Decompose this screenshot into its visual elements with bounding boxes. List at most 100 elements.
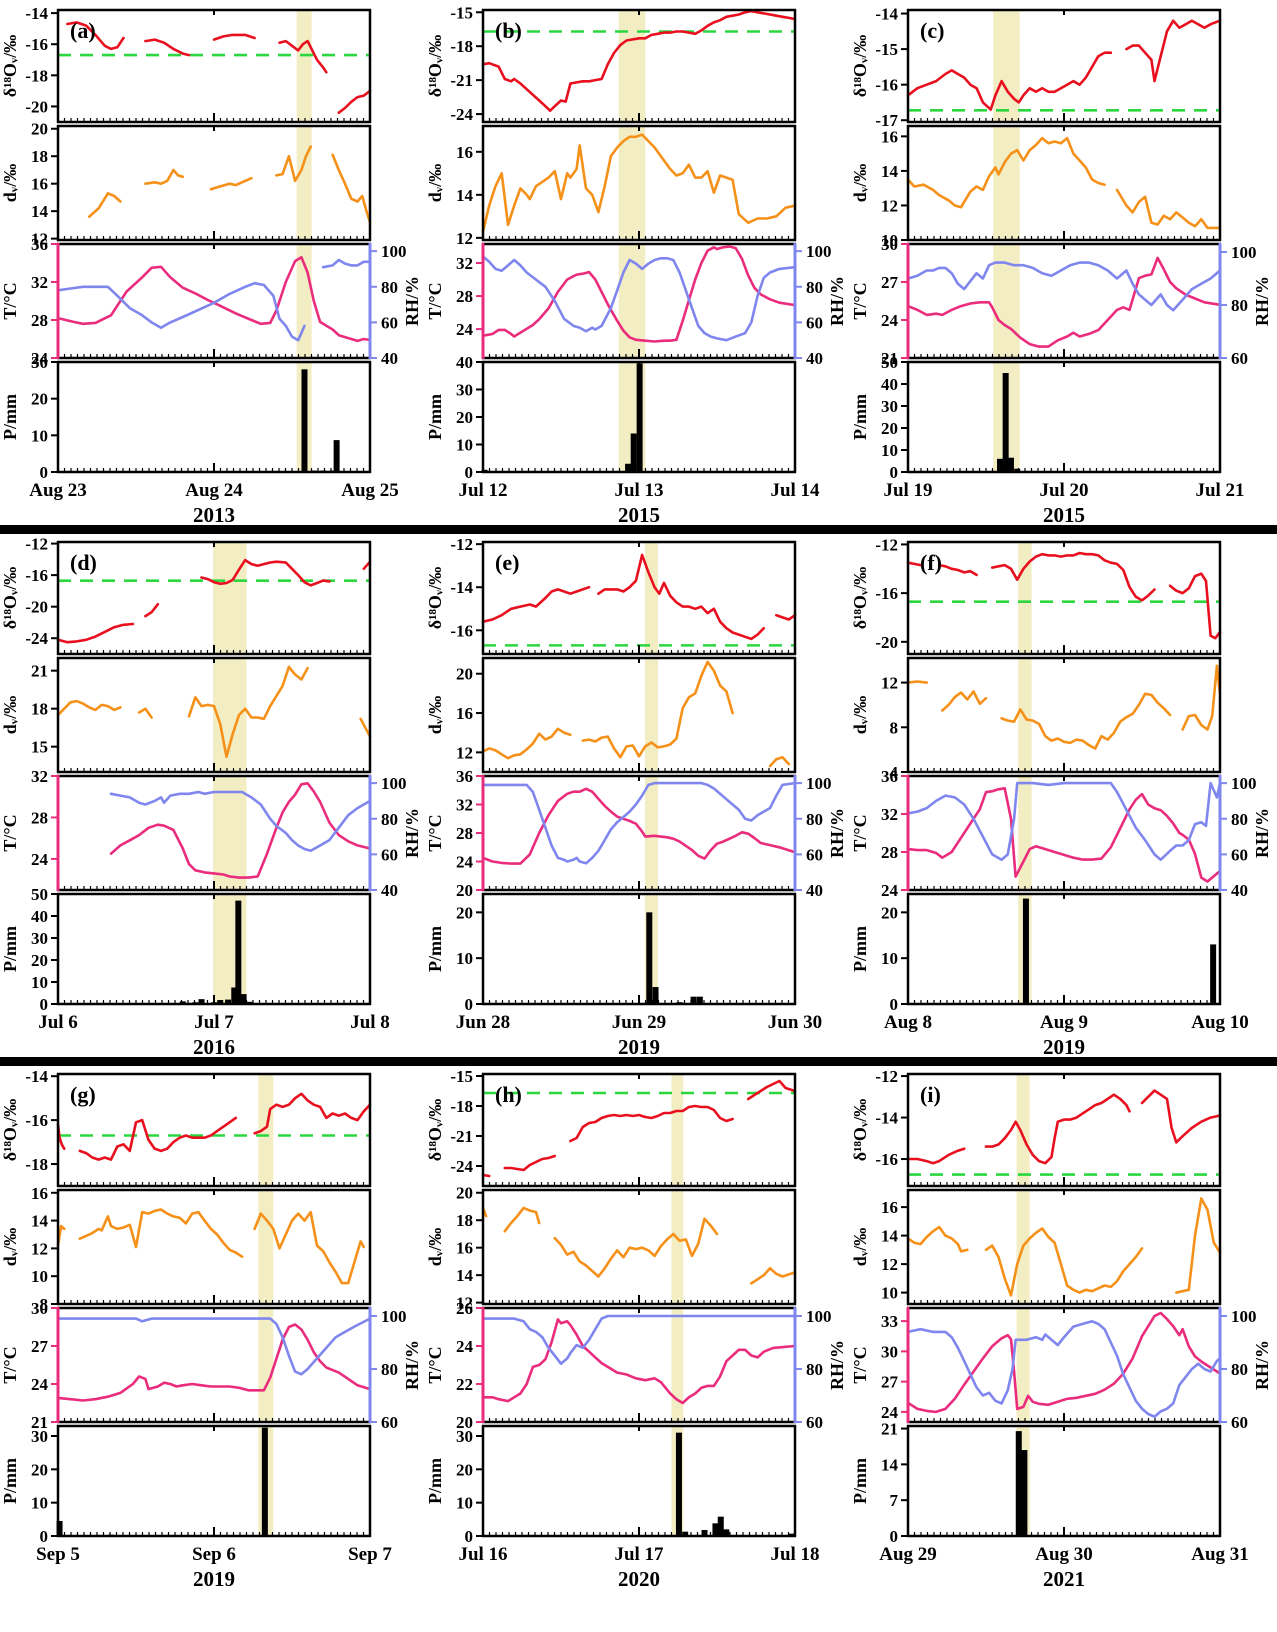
x-tick-date: Jun 30 bbox=[768, 1012, 822, 1033]
precip-bar bbox=[997, 458, 1004, 472]
tick-label: 21 bbox=[31, 662, 48, 681]
x-tick-date: Aug 31 bbox=[1191, 1544, 1249, 1565]
event-band bbox=[1018, 776, 1032, 890]
precip-bar bbox=[231, 987, 238, 1004]
y-axis-label-d18o: δ¹⁸Oᵥ/‰ bbox=[0, 35, 20, 98]
tick-label: 40 bbox=[806, 881, 823, 900]
dv-line bbox=[1115, 188, 1222, 230]
panel-letter: (a) bbox=[70, 18, 96, 43]
y-axis-label-t: T/°C bbox=[425, 814, 445, 851]
tick-label: 80 bbox=[806, 278, 823, 297]
temperature-line bbox=[906, 787, 1222, 883]
precip-bar bbox=[682, 1531, 689, 1536]
tick-label: 30 bbox=[31, 1299, 48, 1318]
event-band bbox=[1016, 1074, 1030, 1186]
x-tick-date: Jul 16 bbox=[458, 1544, 507, 1565]
tick-label: 16 bbox=[31, 175, 48, 194]
humidity-line bbox=[906, 261, 1222, 312]
event-band bbox=[618, 126, 646, 240]
tick-label: 100 bbox=[381, 774, 407, 793]
d18o-line bbox=[212, 33, 256, 41]
temperature-line bbox=[906, 1311, 1222, 1414]
tick-label: -20 bbox=[25, 598, 48, 617]
d18o-line bbox=[937, 563, 978, 577]
dv-line bbox=[275, 145, 313, 183]
tick-label: 100 bbox=[806, 242, 832, 261]
dv-line bbox=[749, 1267, 797, 1285]
precip-bar bbox=[630, 433, 637, 472]
panel-letter: (g) bbox=[70, 1082, 96, 1107]
tick-label: 36 bbox=[31, 235, 48, 254]
tick-label: 0 bbox=[40, 1527, 49, 1546]
tick-label: 16 bbox=[456, 704, 473, 723]
panel-group-h: -15 -18 -21 -24 δ¹⁸Oᵥ/‰ (h) 12 14 16 18 20 dᵥ/‰ 20 22… bbox=[425, 1067, 847, 1589]
tick-label: 60 bbox=[806, 313, 823, 332]
y-axis-label-p: P/mm bbox=[425, 394, 445, 440]
tick-label: -16 bbox=[875, 76, 898, 95]
tick-label: -18 bbox=[25, 1155, 48, 1174]
event-band bbox=[296, 126, 312, 240]
tick-label: -21 bbox=[450, 71, 473, 90]
tick-label: 14 bbox=[31, 1212, 49, 1231]
tick-label: 100 bbox=[1231, 774, 1257, 793]
tick-label: -16 bbox=[450, 621, 473, 640]
y-axis-label-dv: dᵥ/‰ bbox=[425, 1228, 445, 1266]
dv-line bbox=[906, 136, 1106, 209]
tick-label: 80 bbox=[381, 1360, 398, 1379]
tick-label: 60 bbox=[381, 1413, 398, 1432]
humidity-line bbox=[109, 790, 372, 853]
tick-label: 20 bbox=[456, 665, 473, 684]
x-tick-date: Aug 30 bbox=[1035, 1544, 1093, 1565]
tick-label: 0 bbox=[465, 995, 474, 1014]
temperature-line bbox=[109, 782, 372, 879]
y-axis-label-dv: dᵥ/‰ bbox=[850, 164, 870, 202]
d18o-line bbox=[746, 1079, 797, 1101]
tick-label: 20 bbox=[456, 1460, 473, 1479]
d18o-line bbox=[984, 1093, 1131, 1165]
tick-label: -16 bbox=[875, 1150, 898, 1169]
tick-label: 16 bbox=[456, 143, 473, 162]
tick-label: 40 bbox=[381, 349, 398, 368]
dv-line bbox=[331, 153, 372, 224]
tick-label: -16 bbox=[25, 566, 48, 585]
tick-label: 0 bbox=[465, 1527, 474, 1546]
tick-label: 14 bbox=[31, 202, 49, 221]
dv-line bbox=[78, 1208, 244, 1258]
dv-line bbox=[984, 1227, 1144, 1297]
temperature-line bbox=[56, 256, 372, 343]
precip-bar bbox=[56, 1521, 63, 1536]
temperature-line bbox=[56, 1323, 372, 1402]
tick-label: -14 bbox=[875, 1109, 898, 1128]
tick-label: 30 bbox=[31, 929, 48, 948]
tick-label: 20 bbox=[456, 408, 473, 427]
dv-line bbox=[187, 665, 309, 759]
panel-letter: (h) bbox=[495, 1082, 522, 1107]
tick-label: 60 bbox=[1231, 349, 1248, 368]
panel-letter: (i) bbox=[920, 1082, 941, 1107]
tick-label: 60 bbox=[806, 845, 823, 864]
tick-label: 14 bbox=[881, 1227, 899, 1246]
figure-row-1: -14 -16 -18 -20 δ¹⁸Oᵥ/‰ (a) 12 14 16 18 20 dᵥ/‰ 24 28… bbox=[0, 2, 1277, 525]
panel-group-d: -12 -16 -20 -24 δ¹⁸Oᵥ/‰ (d) 15 18 21 dᵥ/‰ 24 28 32 40… bbox=[0, 535, 422, 1057]
tick-label: 36 bbox=[881, 767, 898, 786]
tick-label: 27 bbox=[31, 1337, 49, 1356]
tick-label: 15 bbox=[31, 738, 48, 757]
precip-bar bbox=[717, 1516, 724, 1536]
x-axis-year-label: 2019 bbox=[1043, 1035, 1085, 1057]
tick-label: 30 bbox=[31, 1427, 48, 1446]
x-tick-date: Jun 28 bbox=[456, 1012, 510, 1033]
precip-bar bbox=[636, 363, 643, 472]
tick-label: 8 bbox=[40, 1295, 49, 1314]
tick-label: 10 bbox=[881, 441, 898, 460]
precip-bar bbox=[646, 912, 653, 1004]
tick-label: 28 bbox=[31, 311, 48, 330]
tick-label: 10 bbox=[456, 436, 473, 455]
tick-label: 40 bbox=[381, 881, 398, 900]
d18o-line bbox=[990, 551, 1156, 602]
tick-label: 60 bbox=[806, 1413, 823, 1432]
x-tick-date: Jul 6 bbox=[38, 1012, 78, 1033]
panel-group-f: -12 -16 -20 δ¹⁸Oᵥ/‰ (f) 4 8 12 dᵥ/‰ 24 28 32 36 40 60 8… bbox=[850, 535, 1272, 1057]
tick-label: 30 bbox=[881, 1342, 898, 1361]
tick-label: 60 bbox=[381, 313, 398, 332]
d18o-line bbox=[278, 39, 328, 74]
